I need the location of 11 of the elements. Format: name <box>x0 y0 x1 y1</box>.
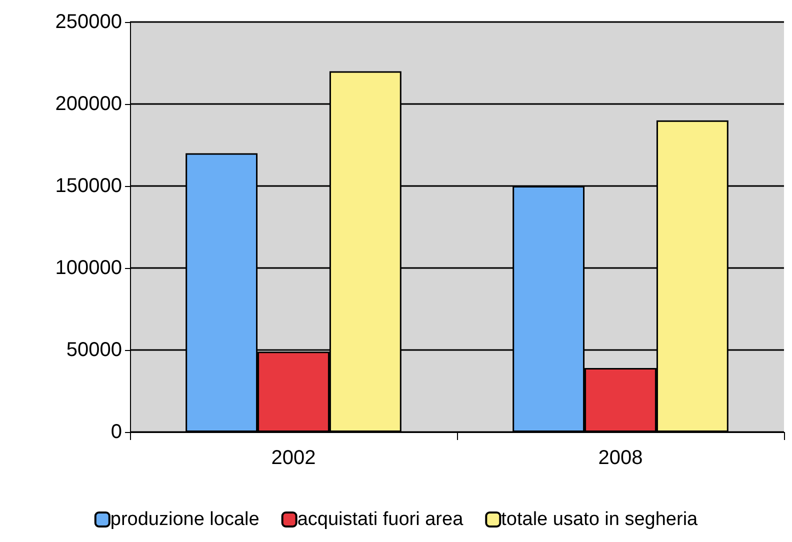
legend-label: acquistati fuori area <box>297 509 464 530</box>
legend-label: produzione locale <box>110 509 260 530</box>
y-tick-label: 100000 <box>55 257 122 279</box>
y-tick-label: 0 <box>110 421 122 443</box>
y-tick-label: 150000 <box>55 175 122 197</box>
y-tick-label: 250000 <box>55 11 122 33</box>
legend-label: totale usato in segheria <box>501 509 698 530</box>
y-tick-label: 200000 <box>55 93 122 115</box>
y-tick-label: 50000 <box>66 339 122 361</box>
x-tick-label: 2002 <box>271 447 316 469</box>
x-tick-label: 2008 <box>598 447 643 469</box>
